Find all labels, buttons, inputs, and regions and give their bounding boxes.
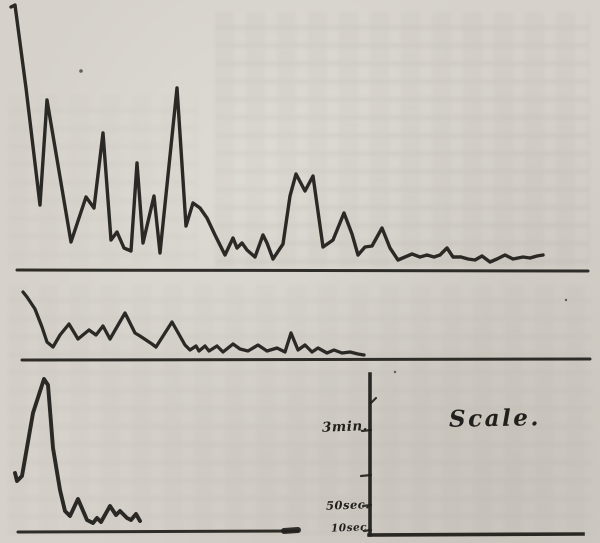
ink-specks [79, 69, 568, 374]
lower-baseline [16, 529, 300, 534]
scale-axis-ink-artifact [369, 396, 378, 405]
upper-baseline [15, 268, 590, 273]
scale-tick-50sec [361, 503, 373, 508]
scale-axis-horizontal [367, 532, 585, 537]
lower-trace [13, 377, 142, 525]
scale-tick-10sec [362, 528, 373, 533]
middle-trace [21, 290, 366, 357]
upper-trace [9, 3, 545, 264]
scale-tick-unlabeled [359, 473, 373, 478]
ink-speck [79, 69, 83, 73]
lower-baseline-end-cap [281, 527, 301, 534]
ink-speck [393, 370, 397, 374]
middle-baseline [20, 357, 592, 362]
scale-tick-3min [360, 428, 373, 433]
ink-speck [564, 298, 568, 302]
